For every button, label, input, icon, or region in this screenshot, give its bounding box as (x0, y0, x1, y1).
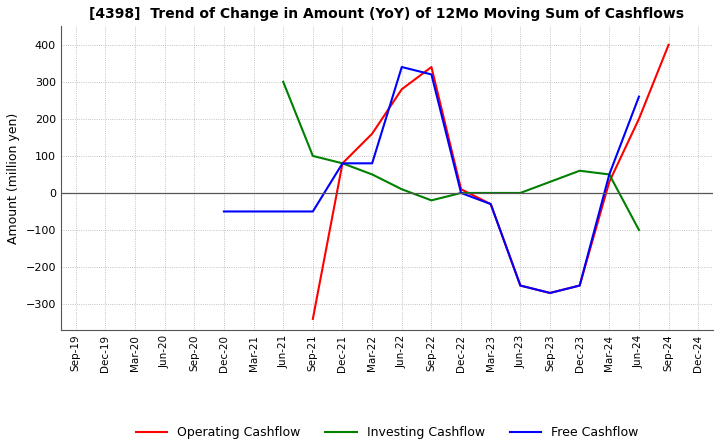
Free Cashflow (220, 209, 228, 214)
Investing Cashflow (546, 179, 554, 184)
Investing Cashflow (575, 168, 584, 173)
Operating Cashflow (634, 116, 643, 121)
Operating Cashflow (516, 283, 525, 288)
Line: Free Cashflow: Free Cashflow (224, 67, 639, 293)
Legend: Operating Cashflow, Investing Cashflow, Free Cashflow: Operating Cashflow, Investing Cashflow, … (130, 421, 643, 440)
Title: [4398]  Trend of Change in Amount (YoY) of 12Mo Moving Sum of Cashflows: [4398] Trend of Change in Amount (YoY) o… (89, 7, 685, 21)
Investing Cashflow (368, 172, 377, 177)
Operating Cashflow (397, 87, 406, 92)
Free Cashflow (575, 283, 584, 288)
Free Cashflow (487, 202, 495, 207)
Free Cashflow (605, 172, 613, 177)
Free Cashflow (634, 94, 643, 99)
Free Cashflow (368, 161, 377, 166)
Operating Cashflow (456, 187, 465, 192)
Free Cashflow (516, 283, 525, 288)
Investing Cashflow (309, 153, 318, 158)
Y-axis label: Amount (million yen): Amount (million yen) (7, 113, 20, 244)
Operating Cashflow (309, 316, 318, 322)
Investing Cashflow (605, 172, 613, 177)
Operating Cashflow (368, 131, 377, 136)
Operating Cashflow (338, 161, 347, 166)
Investing Cashflow (456, 191, 465, 196)
Investing Cashflow (338, 161, 347, 166)
Investing Cashflow (279, 79, 287, 84)
Operating Cashflow (546, 290, 554, 296)
Operating Cashflow (427, 64, 436, 70)
Investing Cashflow (427, 198, 436, 203)
Free Cashflow (456, 191, 465, 196)
Free Cashflow (397, 64, 406, 70)
Free Cashflow (427, 72, 436, 77)
Investing Cashflow (516, 191, 525, 196)
Free Cashflow (309, 209, 318, 214)
Free Cashflow (546, 290, 554, 296)
Line: Investing Cashflow: Investing Cashflow (283, 82, 639, 230)
Operating Cashflow (575, 283, 584, 288)
Free Cashflow (338, 161, 347, 166)
Investing Cashflow (397, 187, 406, 192)
Investing Cashflow (634, 227, 643, 233)
Line: Operating Cashflow: Operating Cashflow (313, 45, 669, 319)
Operating Cashflow (605, 179, 613, 184)
Investing Cashflow (487, 191, 495, 196)
Operating Cashflow (665, 42, 673, 48)
Operating Cashflow (487, 202, 495, 207)
